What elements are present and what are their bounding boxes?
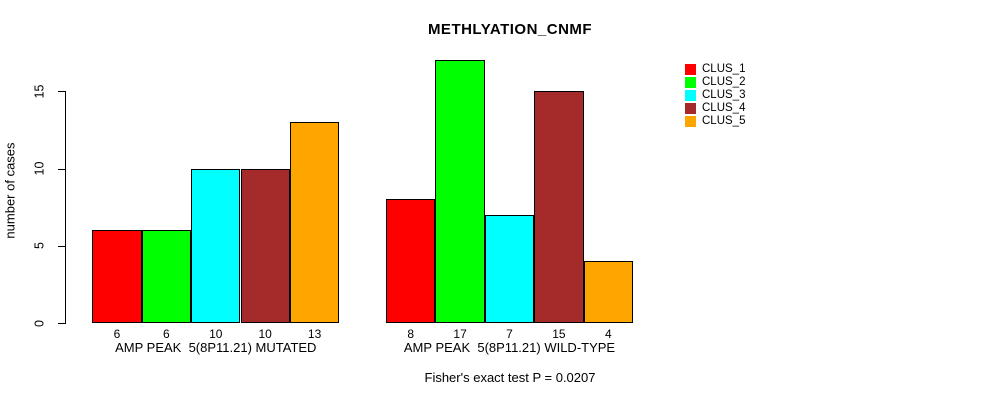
bar-clus_5-group2	[583, 261, 633, 323]
legend-label: CLUS_4	[702, 102, 746, 114]
bar-value-label: 10	[209, 327, 223, 341]
bar-value-label: 6	[113, 327, 121, 341]
bar-clus_1-group1	[92, 230, 142, 323]
legend-swatch-clus_2	[685, 77, 696, 88]
bar-value-label: 10	[258, 327, 272, 341]
bar-value-label: 6	[163, 327, 170, 341]
bar-clus_1-group2	[386, 199, 436, 323]
bar-value-label: 7	[506, 327, 513, 341]
chart-title: METHLYATION_CNMF	[427, 21, 593, 38]
y-axis-tick-label: 5	[32, 242, 47, 250]
bar-value-label: 8	[407, 327, 415, 341]
legend-label: CLUS_1	[702, 63, 746, 75]
group-label-2: AMP PEAK 5(8P11.21) WILD-TYPE	[403, 340, 616, 355]
group-label-1: AMP PEAK 5(8P11.21) MUTATED	[115, 340, 317, 355]
bar-clus_2-group1	[141, 230, 192, 323]
bar-clus_3-group1	[191, 168, 241, 323]
bar-clus_4-group2	[534, 91, 584, 323]
legend-swatch-clus_4	[685, 103, 696, 114]
y-axis-tick	[58, 323, 65, 324]
bar-value-label: 17	[453, 327, 467, 341]
y-axis-tick-label: 15	[32, 84, 47, 99]
y-axis-line	[65, 91, 66, 324]
y-axis-tick	[58, 245, 65, 247]
y-axis-tick	[58, 91, 65, 93]
bar-value-label: 13	[307, 327, 322, 341]
bar-clus_2-group2	[435, 60, 485, 323]
bar-clus_3-group2	[484, 214, 535, 323]
y-axis-tick	[58, 168, 65, 170]
y-axis-tick-label: 10	[32, 161, 47, 176]
y-axis-tick-label: 0	[32, 319, 47, 327]
bar-clus_4-group1	[240, 168, 290, 323]
bar-value-label: 4	[604, 327, 612, 341]
legend-label: CLUS_2	[702, 76, 746, 88]
bar-clus_5-group1	[289, 122, 340, 323]
y-axis-label: number of cases	[2, 142, 18, 239]
fisher-test-caption: Fisher's exact test P = 0.0207	[424, 370, 596, 385]
legend-label: CLUS_3	[702, 89, 746, 101]
legend-swatch-clus_1	[685, 64, 696, 75]
legend-label: CLUS_5	[702, 115, 746, 127]
legend-swatch-clus_5	[685, 116, 696, 127]
bar-value-label: 15	[552, 327, 566, 341]
legend-swatch-clus_3	[685, 90, 696, 101]
